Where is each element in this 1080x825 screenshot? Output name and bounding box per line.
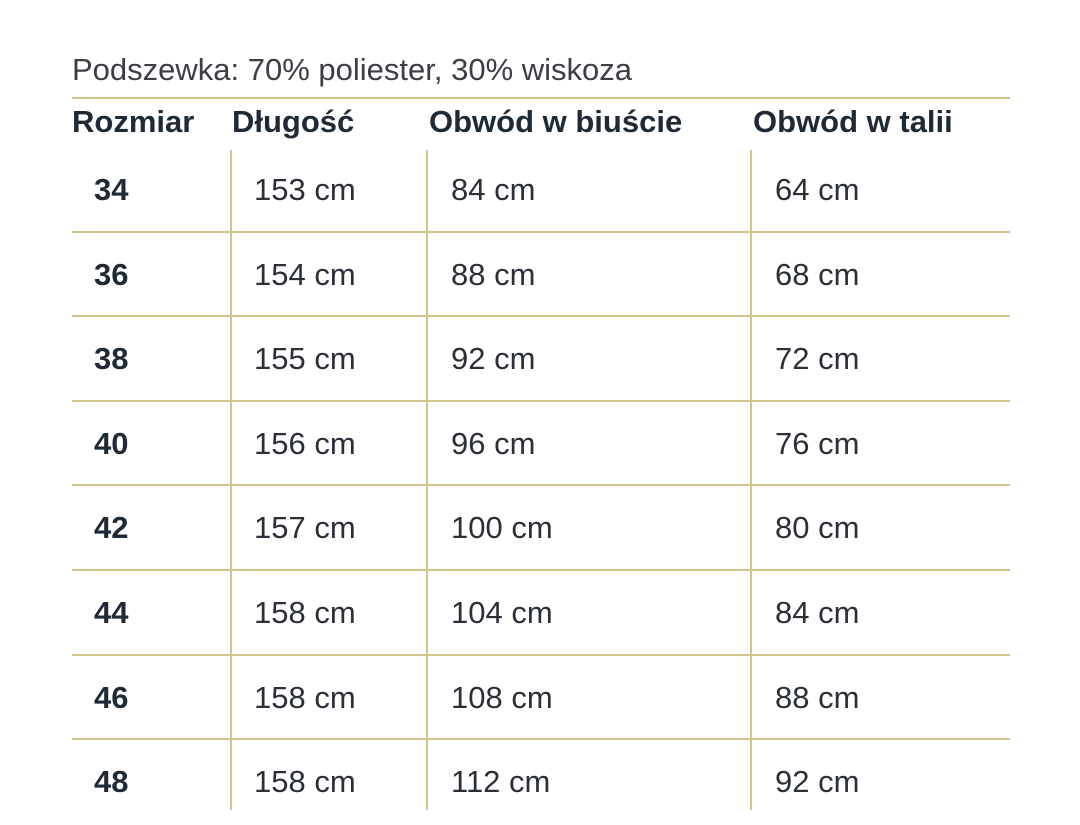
cell-length: 154 cm bbox=[254, 256, 356, 292]
cell-size: 46 bbox=[94, 679, 129, 715]
cell-size: 34 bbox=[94, 172, 129, 207]
row-divider bbox=[72, 230, 1010, 233]
cell-bust: 96 cm bbox=[451, 425, 536, 461]
table-row: 48 158 cm 112 cm 92 cm bbox=[0, 740, 1080, 825]
size-table-body: 34 153 cm 84 cm 64 cm 36 154 cm 88 cm 68 cm 38 15… bbox=[0, 148, 1080, 825]
cell-length: 155 cm bbox=[254, 341, 356, 377]
cell-length: 156 cm bbox=[254, 425, 356, 461]
header-waist: Obwód w talii bbox=[753, 104, 953, 139]
table-row: 40 156 cm 96 cm 76 cm bbox=[0, 402, 1080, 487]
cell-waist: 68 cm bbox=[775, 256, 860, 292]
cell-bust: 104 cm bbox=[451, 594, 553, 630]
table-row: 38 155 cm 92 cm 72 cm bbox=[0, 317, 1080, 402]
cell-size: 38 bbox=[94, 341, 129, 377]
cell-waist: 76 cm bbox=[775, 425, 860, 461]
cell-size: 36 bbox=[94, 256, 129, 292]
cell-bust: 100 cm bbox=[451, 510, 553, 546]
cell-length: 158 cm bbox=[254, 594, 356, 630]
cell-bust: 92 cm bbox=[451, 341, 536, 377]
table-row: 36 154 cm 88 cm 68 cm bbox=[0, 233, 1080, 318]
cell-length: 153 cm bbox=[254, 172, 356, 207]
cell-waist: 72 cm bbox=[775, 341, 860, 377]
cell-length: 158 cm bbox=[254, 764, 356, 800]
cell-waist: 80 cm bbox=[775, 510, 860, 546]
cell-bust: 84 cm bbox=[451, 172, 536, 207]
header-divider bbox=[72, 97, 1010, 99]
row-divider bbox=[72, 568, 1010, 571]
table-row: 44 158 cm 104 cm 84 cm bbox=[0, 571, 1080, 656]
cell-size: 40 bbox=[94, 425, 129, 461]
cell-waist: 84 cm bbox=[775, 594, 860, 630]
column-divider-3 bbox=[750, 150, 752, 810]
column-divider-2 bbox=[426, 150, 428, 810]
cell-length: 157 cm bbox=[254, 510, 356, 546]
cell-waist: 64 cm bbox=[775, 172, 860, 207]
row-divider bbox=[72, 399, 1010, 402]
cell-size: 48 bbox=[94, 764, 129, 800]
cell-size: 44 bbox=[94, 594, 129, 630]
header-length: Długość bbox=[232, 104, 355, 139]
header-bust: Obwód w biuście bbox=[429, 104, 683, 139]
column-divider-1 bbox=[230, 150, 232, 810]
cell-waist: 88 cm bbox=[775, 679, 860, 715]
cell-bust: 88 cm bbox=[451, 256, 536, 292]
table-row: 34 153 cm 84 cm 64 cm bbox=[0, 148, 1080, 233]
table-row: 46 158 cm 108 cm 88 cm bbox=[0, 656, 1080, 741]
cell-bust: 112 cm bbox=[451, 764, 551, 800]
size-table-header: Rozmiar Długość Obwód w biuście Obwód w … bbox=[0, 104, 1080, 144]
cell-length: 158 cm bbox=[254, 679, 356, 715]
header-size: Rozmiar bbox=[72, 104, 195, 139]
row-divider bbox=[72, 484, 1010, 487]
lining-composition: Podszewka: 70% poliester, 30% wiskoza bbox=[72, 52, 633, 87]
row-divider bbox=[72, 738, 1010, 741]
row-divider bbox=[72, 315, 1010, 318]
cell-size: 42 bbox=[94, 510, 129, 546]
table-row: 42 157 cm 100 cm 80 cm bbox=[0, 486, 1080, 571]
cell-bust: 108 cm bbox=[451, 679, 553, 715]
cell-waist: 92 cm bbox=[775, 764, 860, 800]
row-divider bbox=[72, 653, 1010, 656]
